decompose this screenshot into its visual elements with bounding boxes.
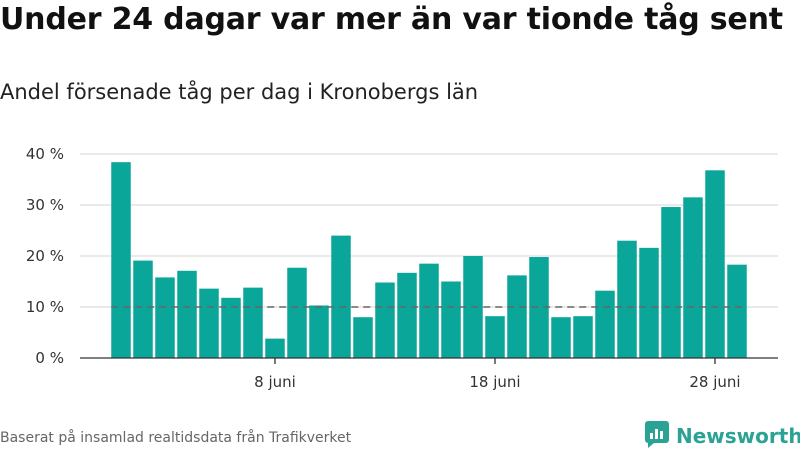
chart-subtitle: Andel försenade tåg per dag i Kronobergs… [0,80,479,104]
bar [155,277,175,358]
bar [639,247,659,358]
bar [199,288,219,358]
bar [529,257,549,358]
bar [727,264,747,358]
bar [265,338,285,358]
bar [551,317,571,358]
brand-logo: Newsworthy [644,420,800,452]
x-tick-label: 18 juni [469,373,520,391]
y-tick-labels: 0 % 10 % 20 % 30 % 40 % [26,145,64,367]
y-tick-label: 20 % [26,247,64,265]
bar [397,272,417,358]
bar [375,282,395,358]
x-tick-label: 28 juni [689,373,740,391]
bar [177,270,197,358]
bar [661,207,681,358]
bar [485,316,505,358]
source-note: Baserat på insamlad realtidsdata från Tr… [0,430,352,446]
y-tick-label: 40 % [26,145,64,163]
bar [705,170,725,358]
bar [419,263,439,358]
x-tick-label: 8 juni [254,373,296,391]
bar [133,260,153,358]
bars [111,162,747,358]
bar [111,162,131,358]
brand-name: Newsworthy [676,424,800,448]
bar [221,297,241,358]
y-tick-label: 30 % [26,196,64,214]
bar [353,317,373,358]
newsworthy-logo-icon [644,420,670,452]
bar [617,240,637,358]
x-tick-labels: 8 juni 18 juni 28 juni [254,373,740,391]
bar [683,197,703,358]
chart-title: Under 24 dagar var mer än var tionde tåg… [0,2,783,37]
bar [595,290,615,358]
bar [507,275,527,358]
bar [331,235,351,358]
x-axis [80,357,778,364]
bar [243,287,263,358]
bar [441,281,461,358]
y-tick-label: 10 % [26,298,64,316]
bar [287,267,307,358]
bar [309,305,329,358]
bar [573,316,593,358]
y-tick-label: 0 % [35,349,64,367]
